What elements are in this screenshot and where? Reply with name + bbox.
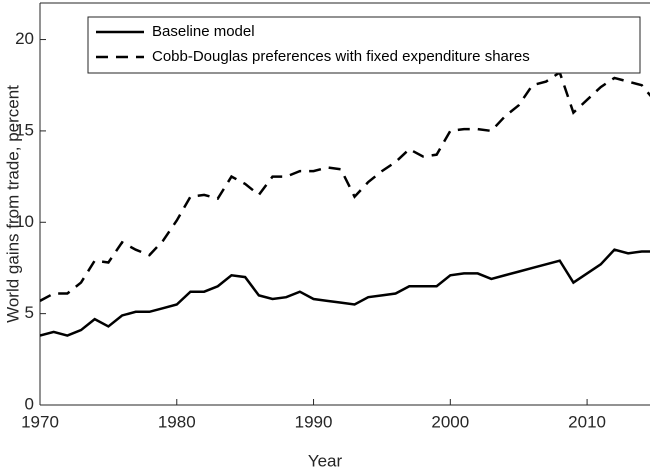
series-line [40, 70, 650, 302]
series-line [40, 248, 650, 337]
x-tick-label: 2000 [431, 412, 469, 431]
x-tick-label: 1990 [295, 412, 333, 431]
legend-box [87, 16, 641, 74]
y-tick-label: 10 [15, 212, 34, 231]
y-axis-label: World gains from trade, percent [3, 85, 22, 323]
x-tick-label: 2010 [568, 412, 606, 431]
legend-label: Baseline model [152, 23, 255, 40]
x-tick-label: 1980 [158, 412, 196, 431]
y-tick-label: 20 [15, 29, 34, 48]
legend-label: Cobb-Douglas preferences with fixed expe… [152, 48, 530, 65]
x-tick-label: 1970 [21, 412, 59, 431]
y-tick-label: 15 [15, 120, 34, 139]
y-tick-label: 5 [25, 303, 34, 322]
y-tick-label: 0 [25, 394, 34, 413]
plot-area [40, 70, 650, 337]
x-axis-label: Year [308, 451, 343, 470]
